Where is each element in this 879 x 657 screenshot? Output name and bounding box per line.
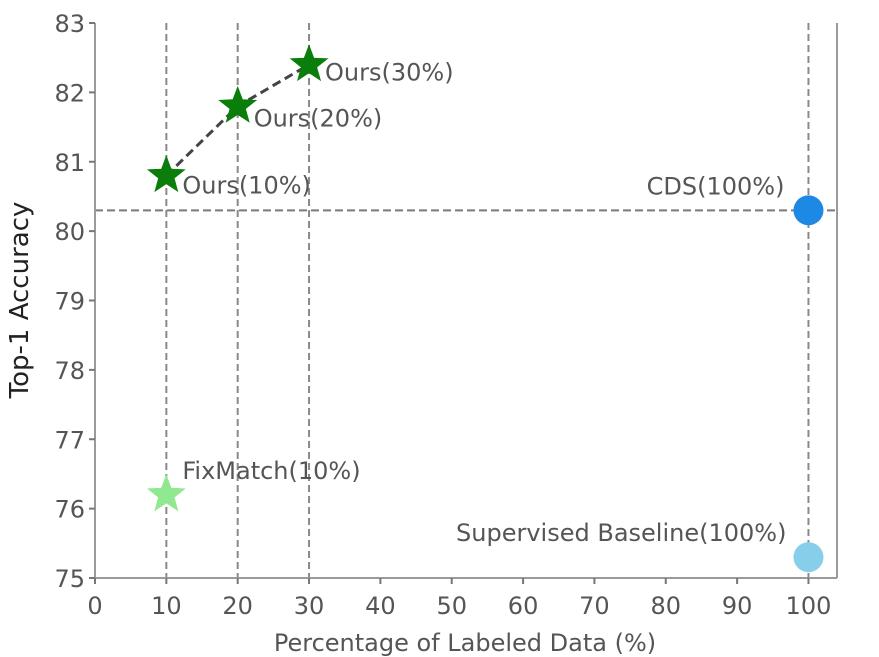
- axes: 75 76 77 78 79 80 81 82 83 0 10 20 30 40 50 60 70 80 90 100: [54, 10, 838, 620]
- y-tick-label: 76: [54, 496, 85, 524]
- x-tick-label: 20: [222, 592, 253, 620]
- y-tick-label: 81: [54, 149, 85, 177]
- star-marker-ours-1: [218, 85, 258, 123]
- reference-lines: [95, 23, 837, 578]
- x-tick-label: 50: [436, 592, 467, 620]
- point-label-cds-0: CDS(100%): [647, 172, 785, 200]
- x-tick-label: 70: [579, 592, 610, 620]
- x-axis-title: Percentage of Labeled Data (%): [274, 629, 656, 657]
- point-label-fixmatch-0: FixMatch(10%): [182, 457, 360, 485]
- x-tick-label: 80: [650, 592, 681, 620]
- y-tick-label: 80: [54, 218, 85, 246]
- star-marker-ours-2: [289, 44, 329, 82]
- circle-marker-cds-0: [793, 195, 824, 226]
- y-tick-label: 78: [54, 357, 85, 385]
- y-tick-label: 79: [54, 288, 85, 316]
- x-tick-label: 40: [365, 592, 396, 620]
- star-marker-ours-0: [146, 155, 186, 193]
- point-annotations: Ours(10%) Ours(20%) Ours(30%) FixMatch(10%)…: [182, 59, 786, 548]
- data-markers: [146, 44, 824, 573]
- y-tick-label: 75: [54, 565, 85, 593]
- star-marker-fixmatch-0: [146, 474, 186, 512]
- x-tick-label: 0: [87, 592, 102, 620]
- point-label-ours-0: Ours(10%): [182, 172, 311, 200]
- y-tick-label: 83: [54, 10, 85, 38]
- y-tick-label: 77: [54, 426, 85, 454]
- x-tick-label: 90: [722, 592, 753, 620]
- point-label-ours-2: Ours(30%): [325, 59, 454, 87]
- x-tick-label: 100: [786, 592, 832, 620]
- y-axis-title: Top-1 Accuracy: [5, 202, 35, 400]
- x-tick-label: 30: [294, 592, 325, 620]
- point-label-ours-1: Ours(20%): [254, 104, 383, 132]
- x-tick-label: 60: [508, 592, 539, 620]
- x-tick-label: 10: [151, 592, 182, 620]
- y-tick-label: 82: [54, 79, 85, 107]
- point-label-supervised-baseline-0: Supervised Baseline(100%): [456, 519, 786, 547]
- circle-marker-supervised-baseline-0: [793, 542, 824, 573]
